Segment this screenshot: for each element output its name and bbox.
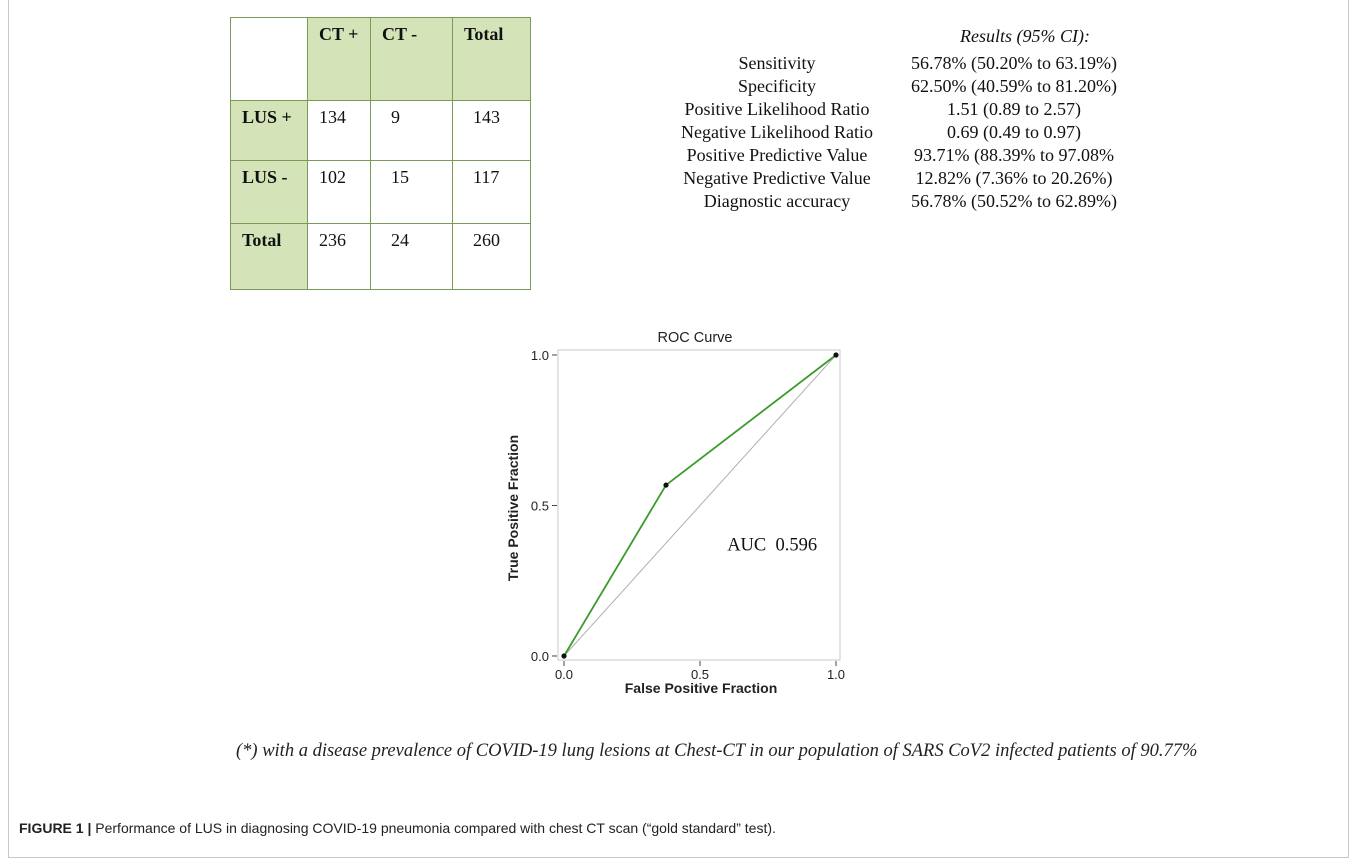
plot-area-frame xyxy=(557,349,841,661)
x-tick-label: 0.5 xyxy=(691,667,709,682)
table-cell: 102 xyxy=(307,160,371,224)
table-header-ct-positive: CT + xyxy=(307,17,371,101)
table-header-row: CT + CT - Total xyxy=(230,17,531,101)
table-cell: 15 xyxy=(370,160,453,224)
result-value: 56.78% (50.20% to 63.19%) xyxy=(911,53,1117,73)
auc-annotation: AUC 0.596 xyxy=(727,536,817,556)
y-tick-label: 0.5 xyxy=(531,499,549,514)
table-cell: 134 xyxy=(307,100,371,161)
table-row: LUS + 134 9 143 xyxy=(230,100,531,161)
x-tick-label: 0.0 xyxy=(555,667,573,682)
y-axis-label: True Positive Fraction xyxy=(505,435,521,581)
caption-text: Performance of LUS in diagnosing COVID-1… xyxy=(91,820,776,836)
table-cell: 9 xyxy=(370,100,453,161)
result-value: 12.82% (7.36% to 20.26%) xyxy=(915,168,1113,188)
table-header-total: Total xyxy=(452,17,531,101)
result-value: 56.78% (50.52% to 62.89%) xyxy=(911,191,1117,211)
result-value: 93.71% (88.39% to 97.08% xyxy=(914,145,1114,165)
chart-title: ROC Curve xyxy=(658,330,733,346)
result-value: 1.51 (0.89 to 2.57) xyxy=(947,99,1081,119)
result-label: Negative Likelihood Ratio xyxy=(681,122,873,142)
result-label: Diagnostic accuracy xyxy=(703,191,851,211)
table-cell: 143 xyxy=(452,100,531,161)
table-cell: 24 xyxy=(370,223,453,290)
result-label: Specificity xyxy=(738,76,816,96)
table-corner-cell xyxy=(230,17,308,101)
roc-chart: ROC Curve True Positive Fraction False P… xyxy=(505,330,845,696)
y-tick-label: 0.0 xyxy=(531,649,549,664)
table-row: Total 236 24 260 xyxy=(230,223,531,290)
row-label: Total xyxy=(230,223,308,290)
reference-diagonal-line xyxy=(563,354,837,657)
roc-point xyxy=(663,482,669,488)
x-axis-label: False Positive Fraction xyxy=(625,680,778,696)
chart-marks xyxy=(561,352,839,659)
x-tick-label: 1.0 xyxy=(827,667,845,682)
results-header: Results (95% CI): xyxy=(960,26,1090,46)
result-value: 62.50% (40.59% to 81.20%) xyxy=(911,76,1117,96)
row-label: LUS + xyxy=(230,100,308,161)
table-header-ct-negative: CT - xyxy=(370,17,453,101)
result-label: Positive Likelihood Ratio xyxy=(684,99,870,119)
contingency-table: CT + CT - Total LUS + 134 9 143 LUS - 10… xyxy=(230,17,531,290)
footnote: (*) with a disease prevalence of COVID-1… xyxy=(236,741,1198,761)
caption-label: FIGURE 1 | xyxy=(19,820,92,836)
result-label: Positive Predictive Value xyxy=(686,145,868,165)
table-row: LUS - 102 15 117 xyxy=(230,160,531,224)
result-value: 0.69 (0.49 to 0.97) xyxy=(947,122,1081,142)
axis-ticks: 0.0 0.5 1.0 0.0 0.5 1.0 xyxy=(531,348,845,682)
table-cell: 260 xyxy=(452,223,531,290)
roc-point xyxy=(833,352,839,358)
y-tick-label: 1.0 xyxy=(531,348,549,363)
result-label: Negative Predictive Value xyxy=(683,168,871,188)
table-cell: 236 xyxy=(307,223,371,290)
result-label: Sensitivity xyxy=(738,53,816,73)
table-cell: 117 xyxy=(452,160,531,224)
row-label: LUS - xyxy=(230,160,308,224)
roc-point xyxy=(561,653,567,659)
figure-caption: FIGURE 1 | Performance of LUS in diagnos… xyxy=(19,820,776,836)
